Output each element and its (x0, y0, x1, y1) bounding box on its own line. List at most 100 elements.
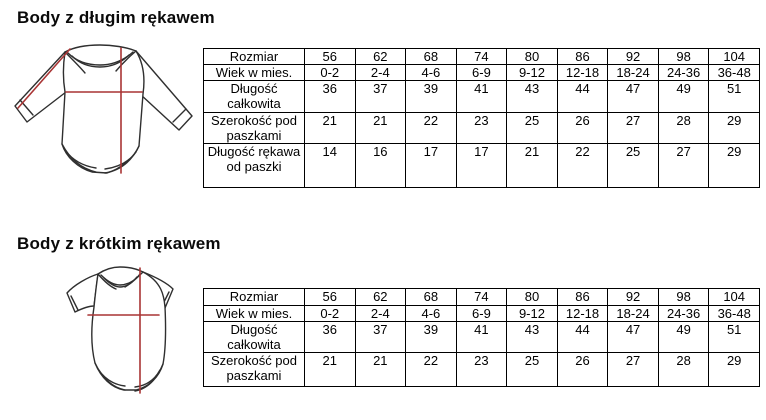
size-value-cell: 51 (708, 321, 760, 353)
size-value-cell: 44 (556, 80, 609, 113)
size-value-cell: 41 (455, 80, 508, 113)
size-value-cell: 37 (354, 321, 407, 353)
table-row: Szerokość pod paszkami 21 21 22 23 25 26 27 28 29 (203, 112, 760, 144)
size-value-cell: 18-24 (607, 64, 659, 81)
size-value-cell: 22 (405, 352, 457, 387)
row-label: Wiek w mies. (203, 64, 305, 81)
size-value-cell: 22 (405, 112, 457, 144)
short-sleeve-bodysuit-drawing (66, 266, 174, 394)
size-value-cell: 28 (657, 112, 710, 144)
size-value-cell: 21 (304, 352, 356, 387)
size-value-cell: 68 (405, 48, 457, 65)
table-row: Długość całkowita 36 37 39 41 43 44 47 49 51 (203, 321, 760, 353)
size-value-cell: 86 (556, 288, 609, 306)
sleeve-length-measure-line (17, 48, 71, 109)
row-label: Długość całkowita (203, 80, 305, 113)
left-sleeve (66, 273, 99, 313)
size-value-cell: 18-24 (607, 305, 659, 322)
size-value-cell: 23 (455, 352, 508, 387)
size-value-cell: 68 (405, 288, 457, 306)
size-value-cell: 80 (506, 288, 558, 306)
table-row: Długość całkowita 36 37 39 41 43 44 47 49 51 (203, 80, 760, 113)
size-value-cell: 27 (657, 143, 710, 188)
size-value-cell: 49 (657, 80, 710, 113)
section-title-short-sleeve: Body z krótkim rękawem (17, 234, 221, 253)
size-value-cell: 0-2 (304, 305, 356, 322)
size-value-cell: 16 (354, 143, 407, 188)
size-value-cell: 47 (607, 80, 659, 113)
left-leg-binding-outer (61, 143, 97, 173)
size-value-cell: 104 (708, 48, 760, 65)
size-value-cell: 36-48 (708, 305, 760, 322)
right-leg-binding-outer (104, 145, 140, 174)
size-value-cell: 51 (708, 80, 760, 113)
size-table-long-sleeve: Rozmiar 56 62 68 74 80 86 92 98 104 Wiek w mies. 0-… (203, 48, 760, 188)
size-value-cell: 21 (354, 352, 407, 387)
long-sleeve-bodysuit-diagram (8, 40, 198, 197)
size-value-cell: 24-36 (657, 305, 710, 322)
size-value-cell: 92 (607, 48, 659, 65)
size-value-cell: 2-4 (354, 305, 407, 322)
size-table-short-sleeve: Rozmiar 56 62 68 74 80 86 92 98 104 Wiek w mies. 0-… (203, 288, 760, 387)
size-value-cell: 41 (455, 321, 508, 353)
size-value-cell: 80 (506, 48, 558, 65)
left-cuff-line (70, 295, 79, 311)
size-value-cell: 22 (556, 143, 609, 188)
torso (61, 44, 145, 174)
size-value-cell: 43 (506, 321, 558, 353)
table-row: Wiek w mies. 0-2 2-4 4-6 6-9 9-12 12-18 18-24 24… (203, 64, 760, 81)
size-value-cell: 26 (556, 352, 609, 387)
left-leg-binding-inner (97, 368, 126, 387)
size-value-cell: 12-18 (556, 305, 609, 322)
table-row: Rozmiar 56 62 68 74 80 86 92 98 104 (203, 288, 760, 306)
size-value-cell: 27 (607, 112, 659, 144)
size-value-cell: 43 (506, 80, 558, 113)
size-value-cell: 104 (708, 288, 760, 306)
long-sleeve-bodysuit-drawing (14, 44, 193, 174)
size-value-cell: 6-9 (455, 305, 508, 322)
size-value-cell: 21 (506, 143, 558, 188)
right-leg-binding-outer (134, 363, 164, 392)
right-sleeve (135, 50, 193, 131)
row-label: Długość rękawa od paszki (203, 143, 305, 188)
size-value-cell: 44 (556, 321, 609, 353)
right-shoulder-flap (124, 271, 144, 288)
size-value-cell: 98 (657, 48, 710, 65)
size-value-cell: 25 (607, 143, 659, 188)
size-value-cell: 4-6 (405, 305, 457, 322)
size-value-cell: 36 (304, 321, 356, 353)
size-value-cell: 39 (405, 80, 457, 113)
size-value-cell: 6-9 (455, 64, 508, 81)
size-value-cell: 29 (708, 143, 760, 188)
size-value-cell: 62 (354, 288, 407, 306)
row-label: Rozmiar (203, 48, 305, 65)
size-value-cell: 17 (455, 143, 508, 188)
table-row: Szerokość pod paszkami 21 21 22 23 25 26 27 28 29 (203, 352, 760, 387)
size-value-cell: 36 (304, 80, 356, 113)
size-value-cell: 27 (607, 352, 659, 387)
size-value-cell: 17 (405, 143, 457, 188)
row-label: Rozmiar (203, 288, 305, 306)
size-value-cell: 86 (556, 48, 609, 65)
size-value-cell: 56 (304, 288, 356, 306)
size-value-cell: 62 (354, 48, 407, 65)
size-value-cell: 23 (455, 112, 508, 144)
row-label: Szerokość pod paszkami (203, 112, 305, 144)
size-value-cell: 37 (354, 80, 407, 113)
size-value-cell: 74 (455, 48, 508, 65)
size-value-cell: 21 (304, 112, 356, 144)
size-value-cell: 29 (708, 112, 760, 144)
right-leg-binding-inner (134, 369, 161, 388)
right-leg-binding-inner (104, 151, 137, 170)
size-value-cell: 25 (506, 352, 558, 387)
right-cuff-line (172, 108, 187, 123)
size-value-cell: 12-18 (556, 64, 609, 81)
size-value-cell: 24-36 (657, 64, 710, 81)
size-value-cell: 39 (405, 321, 457, 353)
size-value-cell: 21 (354, 112, 407, 144)
short-sleeve-bodysuit-diagram (56, 262, 186, 409)
size-value-cell: 47 (607, 321, 659, 353)
section-title-long-sleeve: Body z długim rękawem (17, 8, 215, 27)
table-row: Wiek w mies. 0-2 2-4 4-6 6-9 9-12 12-18 18-24 24… (203, 305, 760, 322)
